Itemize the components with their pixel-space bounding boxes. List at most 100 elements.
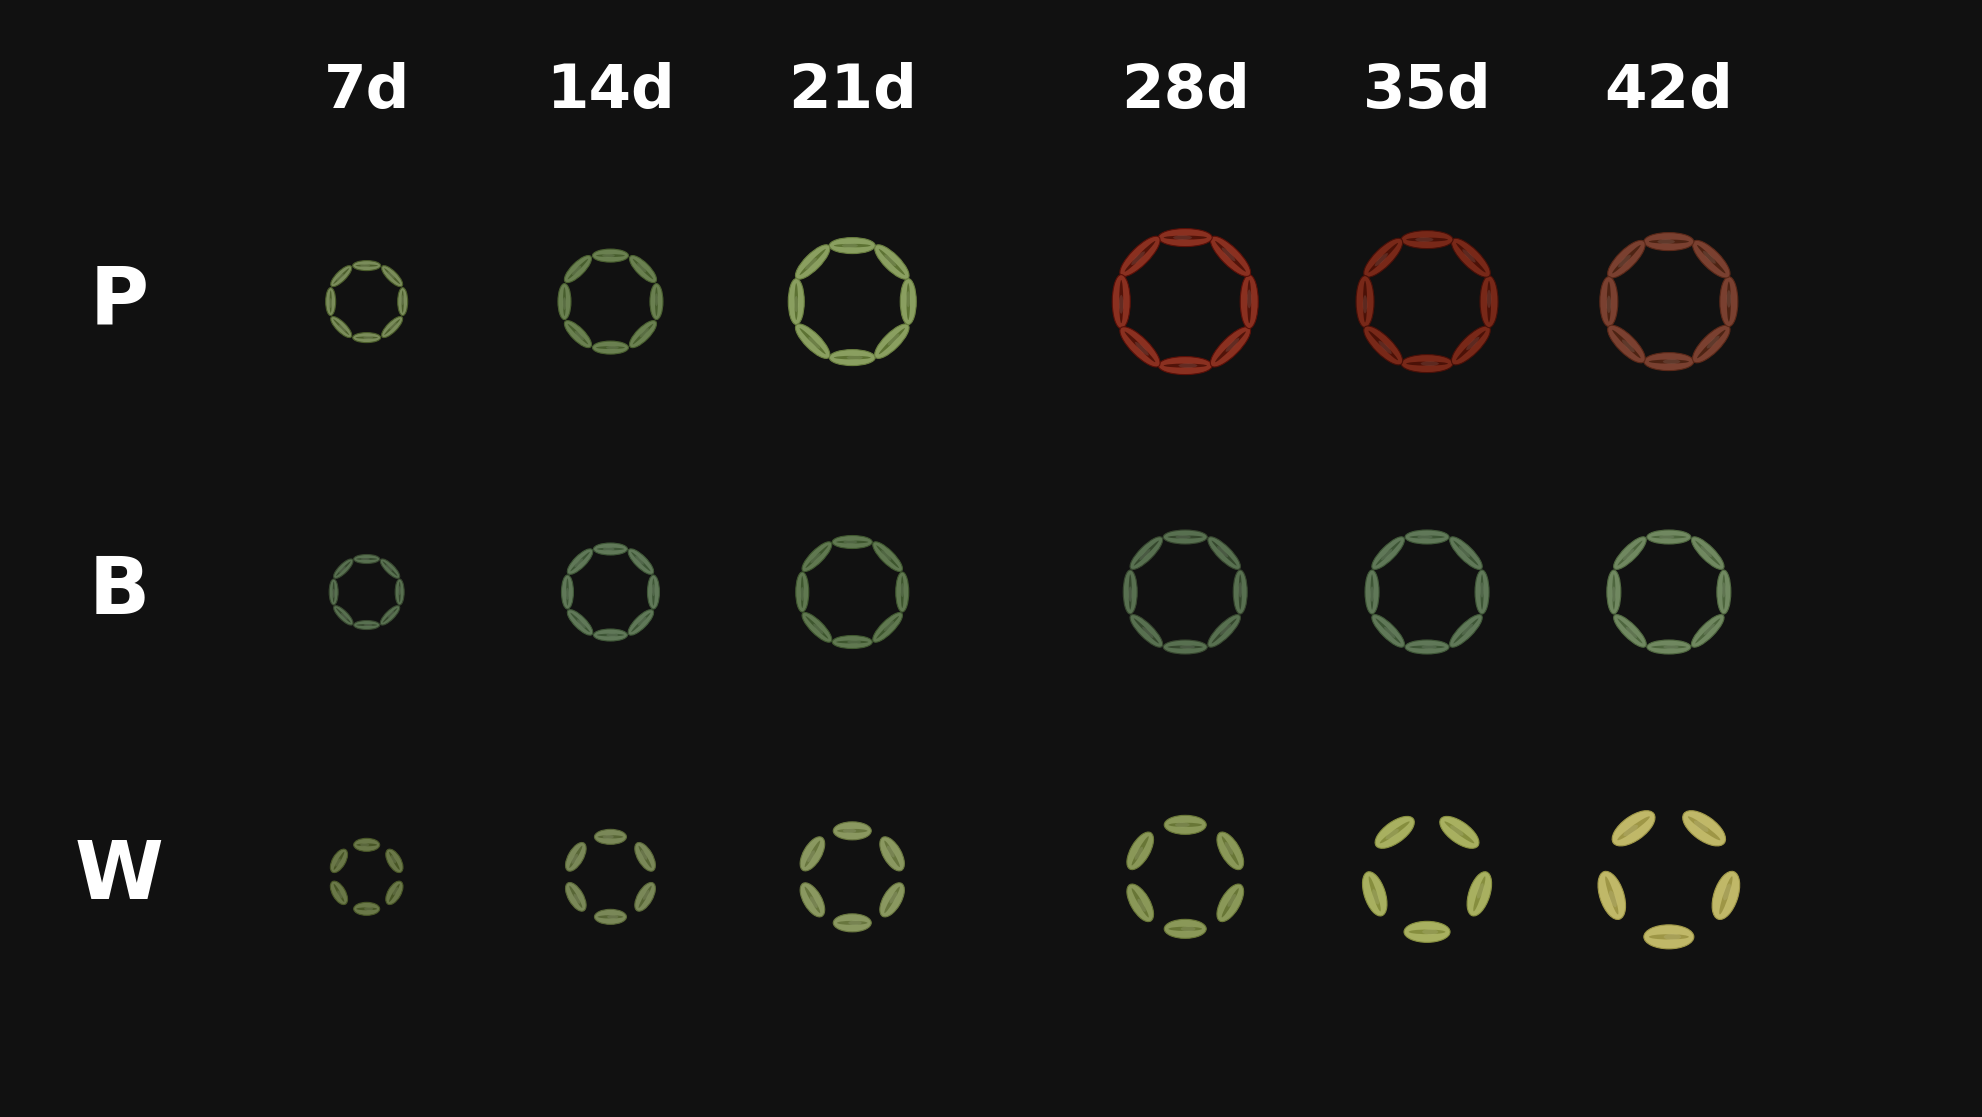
Ellipse shape (1453, 541, 1479, 565)
Ellipse shape (1659, 535, 1675, 538)
Ellipse shape (571, 552, 591, 571)
Ellipse shape (1211, 326, 1251, 367)
Ellipse shape (630, 613, 650, 632)
Ellipse shape (1221, 623, 1231, 634)
Ellipse shape (1225, 842, 1233, 855)
Ellipse shape (1364, 238, 1403, 277)
Ellipse shape (1207, 614, 1241, 647)
Ellipse shape (1423, 929, 1439, 935)
Ellipse shape (1481, 582, 1485, 598)
Ellipse shape (1376, 541, 1401, 565)
Ellipse shape (1663, 646, 1679, 649)
Ellipse shape (353, 554, 381, 563)
Ellipse shape (386, 849, 402, 872)
Ellipse shape (1120, 280, 1124, 323)
Ellipse shape (335, 561, 351, 576)
Ellipse shape (1211, 619, 1237, 643)
Ellipse shape (801, 586, 805, 601)
Ellipse shape (789, 278, 805, 325)
Ellipse shape (828, 350, 876, 365)
Ellipse shape (648, 575, 660, 609)
Ellipse shape (1463, 623, 1473, 634)
Ellipse shape (1169, 927, 1201, 930)
Ellipse shape (575, 331, 585, 340)
Ellipse shape (1445, 821, 1475, 843)
Ellipse shape (906, 284, 910, 319)
Ellipse shape (640, 850, 648, 860)
Ellipse shape (1703, 251, 1716, 264)
Ellipse shape (1417, 535, 1433, 538)
Ellipse shape (1409, 929, 1445, 934)
Ellipse shape (902, 576, 904, 608)
Ellipse shape (872, 612, 902, 642)
Ellipse shape (398, 287, 408, 316)
Ellipse shape (567, 610, 593, 636)
Ellipse shape (1613, 614, 1647, 647)
Ellipse shape (628, 610, 654, 636)
Ellipse shape (1405, 640, 1449, 655)
Ellipse shape (638, 846, 652, 868)
Ellipse shape (567, 324, 589, 344)
Ellipse shape (795, 324, 830, 359)
Ellipse shape (385, 268, 400, 284)
Ellipse shape (573, 894, 581, 904)
Ellipse shape (353, 621, 381, 630)
Ellipse shape (880, 837, 904, 871)
Ellipse shape (876, 545, 900, 569)
Ellipse shape (630, 256, 656, 283)
Ellipse shape (1607, 281, 1611, 322)
Ellipse shape (331, 266, 351, 287)
Ellipse shape (634, 882, 656, 911)
Ellipse shape (353, 333, 381, 343)
Ellipse shape (1401, 354, 1453, 373)
Ellipse shape (1207, 537, 1241, 570)
Ellipse shape (595, 829, 626, 844)
Ellipse shape (874, 324, 910, 359)
Ellipse shape (1128, 574, 1132, 610)
Ellipse shape (813, 623, 823, 633)
Ellipse shape (1132, 888, 1150, 917)
Ellipse shape (1477, 884, 1485, 898)
Ellipse shape (1239, 574, 1243, 610)
Ellipse shape (331, 316, 351, 337)
Ellipse shape (1124, 241, 1156, 271)
Ellipse shape (388, 271, 394, 278)
Ellipse shape (1227, 894, 1237, 907)
Ellipse shape (878, 328, 906, 354)
Ellipse shape (1451, 825, 1463, 836)
Ellipse shape (632, 259, 654, 279)
Ellipse shape (1124, 570, 1138, 614)
Ellipse shape (353, 260, 381, 270)
Ellipse shape (1370, 877, 1381, 911)
Ellipse shape (565, 842, 587, 871)
Ellipse shape (886, 846, 894, 858)
Ellipse shape (805, 841, 821, 867)
Ellipse shape (842, 829, 856, 833)
Ellipse shape (1372, 889, 1379, 905)
Ellipse shape (569, 846, 583, 868)
Ellipse shape (1247, 289, 1251, 308)
Ellipse shape (1405, 529, 1449, 544)
Ellipse shape (1134, 541, 1159, 565)
Ellipse shape (1720, 277, 1738, 326)
Ellipse shape (1157, 229, 1213, 247)
Ellipse shape (569, 886, 583, 908)
Ellipse shape (1449, 614, 1483, 647)
Ellipse shape (1136, 342, 1150, 355)
Ellipse shape (1457, 331, 1486, 360)
Ellipse shape (1607, 240, 1645, 278)
Ellipse shape (1481, 574, 1485, 610)
Ellipse shape (1657, 239, 1675, 244)
Ellipse shape (1649, 240, 1689, 244)
Ellipse shape (1623, 550, 1633, 561)
Ellipse shape (593, 543, 628, 555)
Ellipse shape (1163, 529, 1207, 544)
Ellipse shape (801, 882, 825, 917)
Ellipse shape (654, 294, 658, 306)
Ellipse shape (1607, 325, 1645, 363)
Ellipse shape (361, 557, 371, 560)
Ellipse shape (1693, 325, 1730, 363)
Ellipse shape (1379, 821, 1409, 843)
Ellipse shape (597, 633, 624, 637)
Ellipse shape (1366, 570, 1379, 614)
